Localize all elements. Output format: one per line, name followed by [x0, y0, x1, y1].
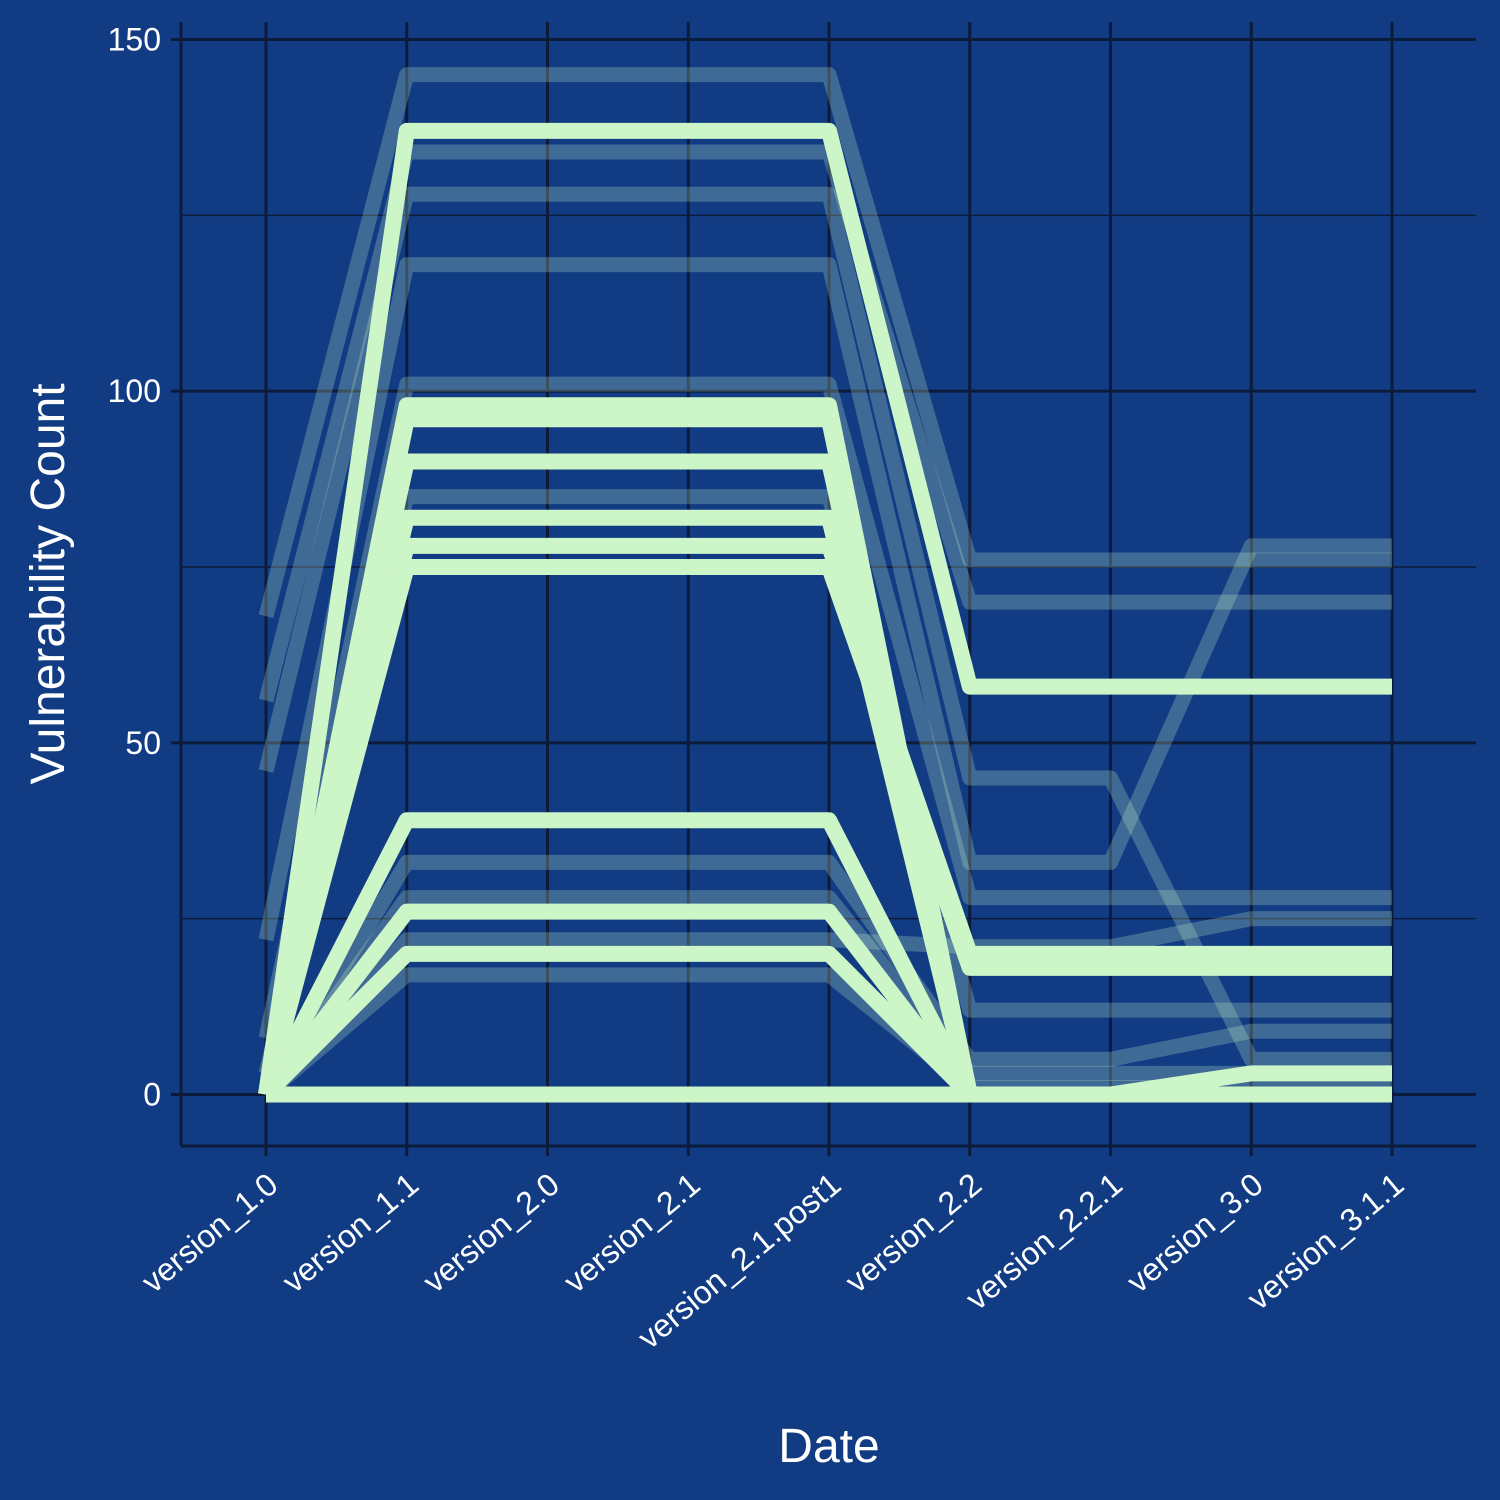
- series-line: [258, 537, 1392, 1097]
- x-tick-label: version_3.0: [1120, 1166, 1270, 1300]
- series-line: [258, 559, 1392, 1097]
- x-tick-label: version_1.1: [275, 1166, 425, 1300]
- y-tick-label: 0: [143, 1077, 161, 1113]
- x-tick-label: version_1.0: [135, 1166, 285, 1300]
- series-line: [260, 945, 1392, 1103]
- x-tick-label: version_2.2: [838, 1166, 988, 1300]
- series-lines: [258, 67, 1392, 1103]
- x-axis-title: Date: [778, 1420, 879, 1473]
- y-tick-label: 50: [125, 725, 161, 761]
- x-tick-label: version_3.1.1: [1240, 1166, 1410, 1317]
- series-line: [260, 911, 1392, 1100]
- series-line: [258, 67, 1392, 619]
- x-tick-label: version_2.2.1: [959, 1166, 1129, 1317]
- axes: [171, 22, 1476, 1156]
- x-tick-label: version_2.1: [557, 1166, 707, 1300]
- x-tick-label: version_2.0: [416, 1166, 566, 1300]
- series-line: [259, 854, 1392, 1099]
- series-line: [258, 122, 1392, 1096]
- series-line: [258, 257, 1392, 942]
- y-tick-label: 100: [108, 373, 161, 409]
- series-line: [258, 376, 1392, 1040]
- y-axis-title: Vulnerability Count: [22, 383, 75, 784]
- y-tick-label: 150: [108, 22, 161, 58]
